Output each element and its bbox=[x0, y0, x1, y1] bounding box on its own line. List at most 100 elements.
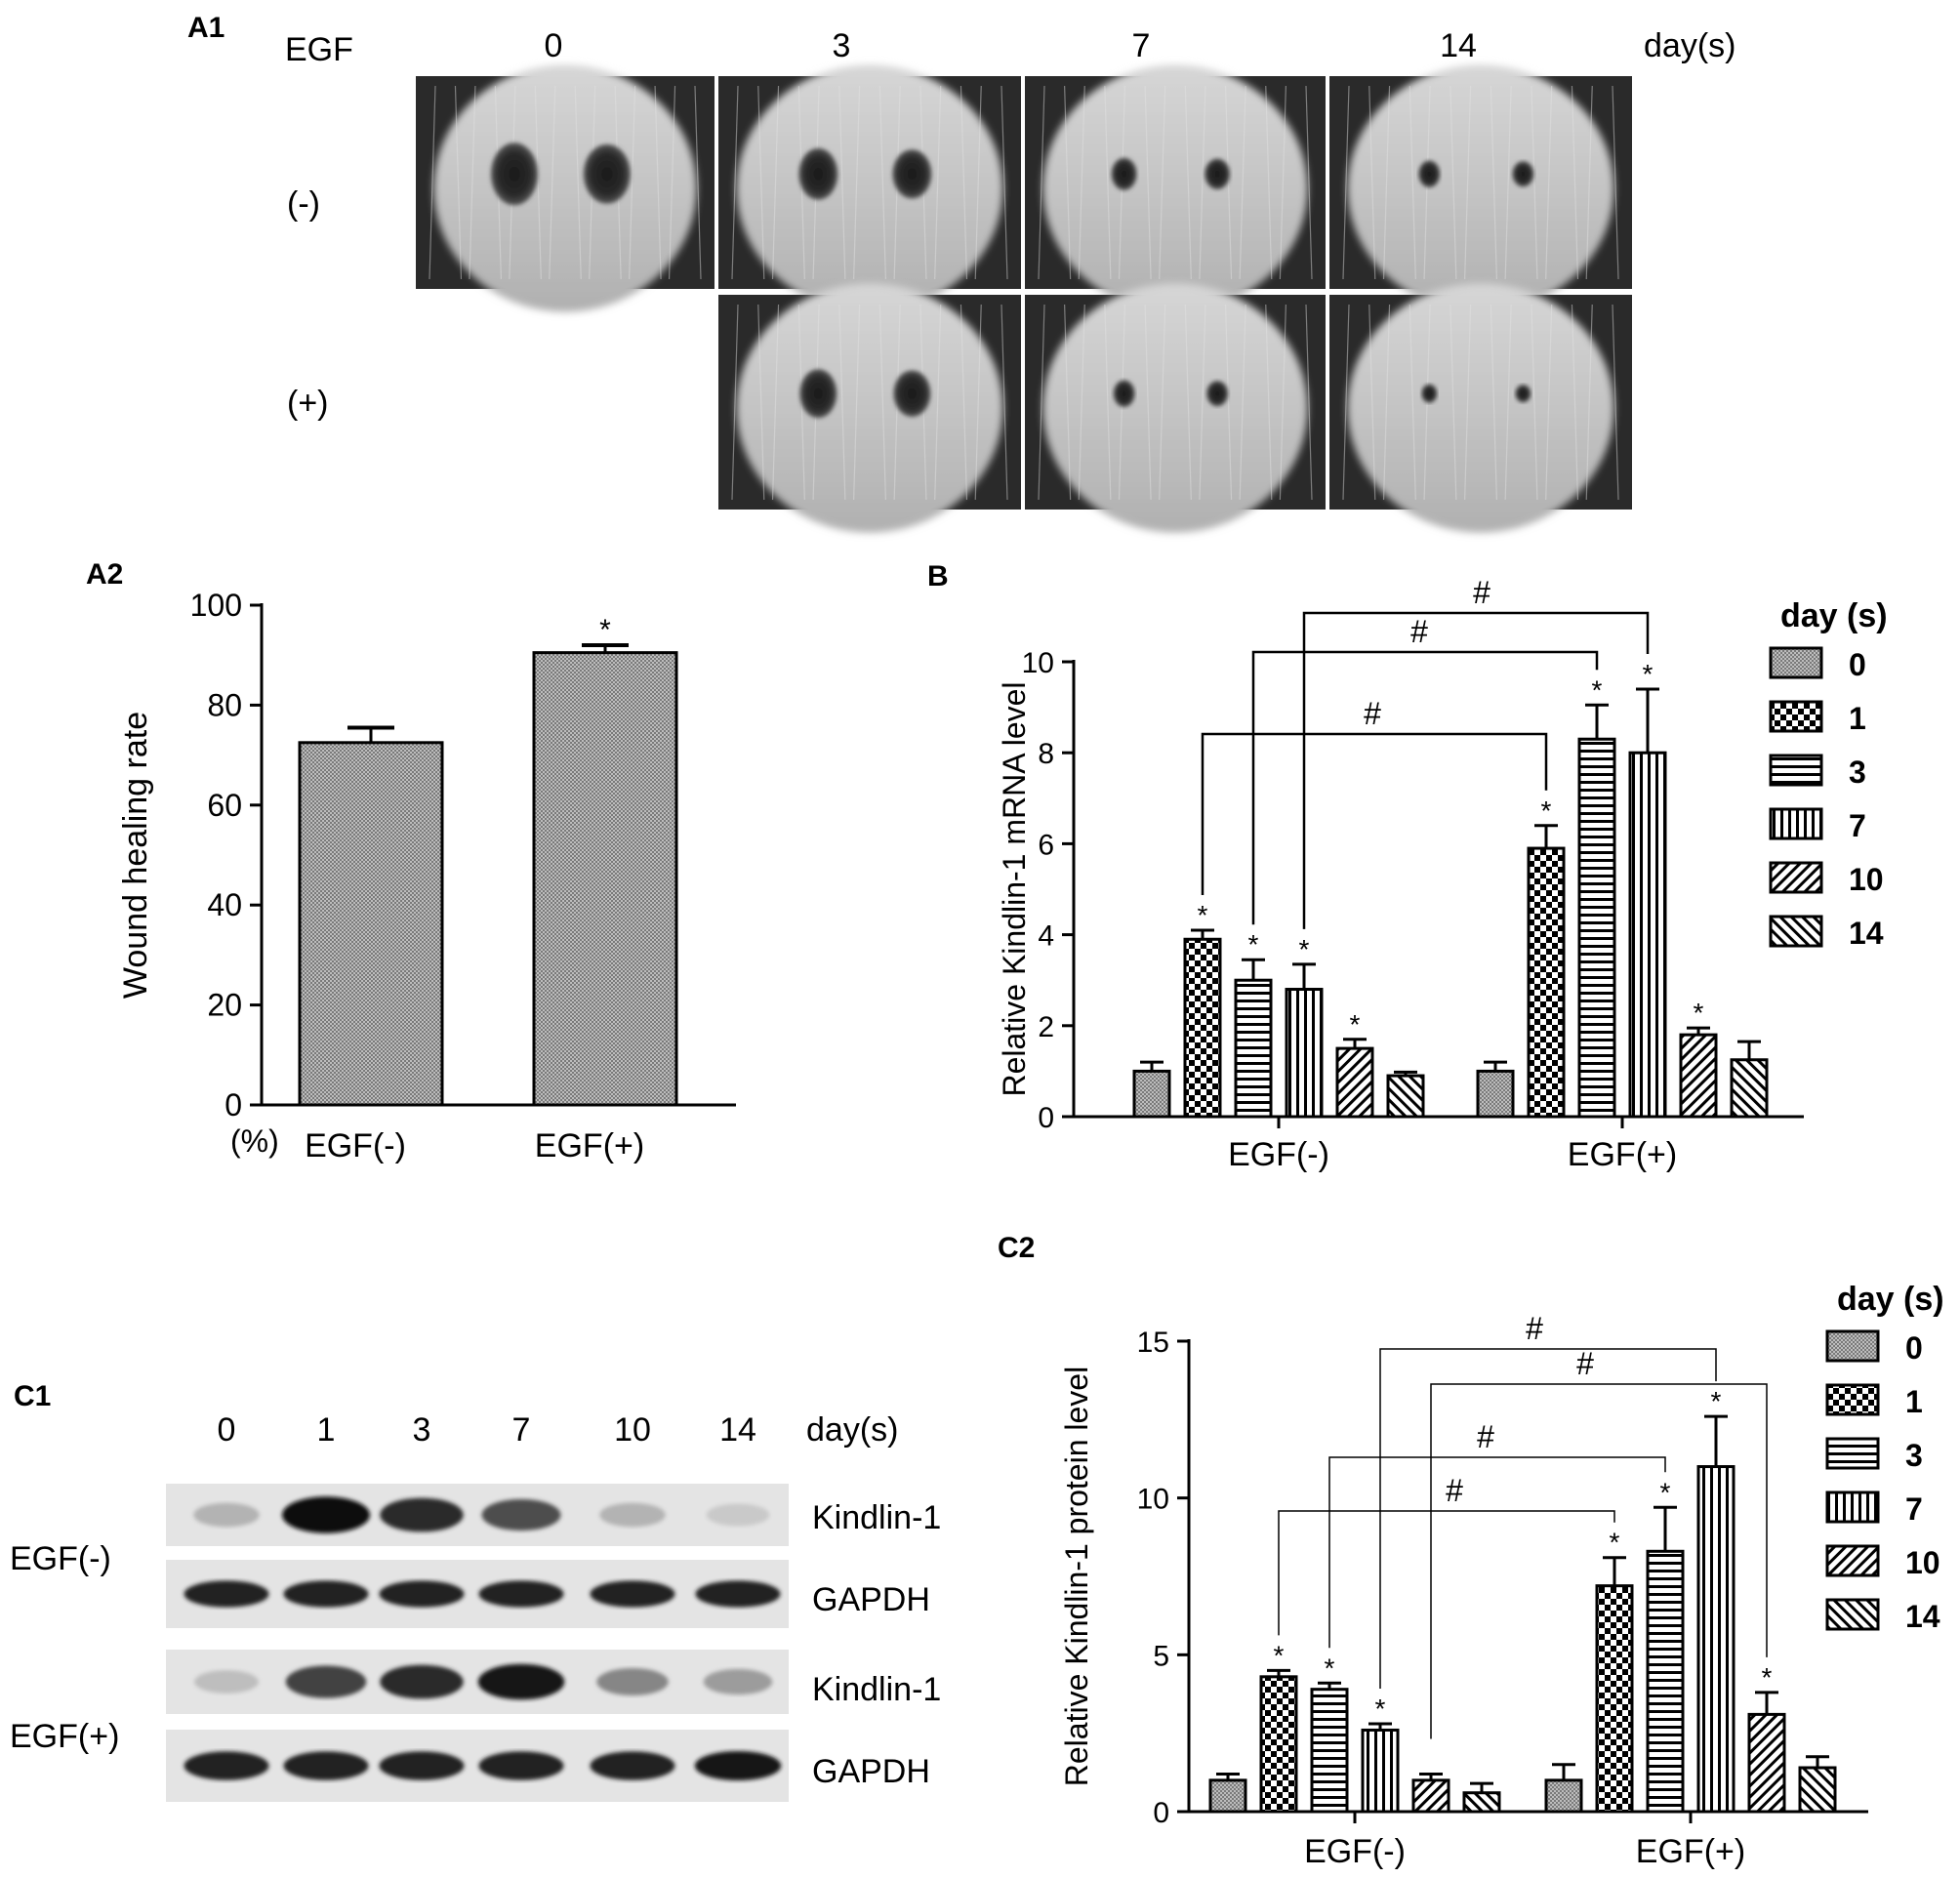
wound-photo bbox=[1025, 64, 1326, 312]
skin-area bbox=[1347, 64, 1614, 312]
y-axis-label: Wound healing rate bbox=[117, 712, 154, 999]
photo-row-label-plus: (+) bbox=[287, 385, 329, 422]
bar bbox=[1462, 1791, 1501, 1814]
wound-right bbox=[583, 143, 631, 204]
fur-streak bbox=[1184, 304, 1192, 501]
wound-photo bbox=[1025, 283, 1326, 533]
fur-streak bbox=[1279, 304, 1286, 501]
legend-label: 7 bbox=[1849, 808, 1866, 843]
bar bbox=[1577, 737, 1616, 1119]
fur-streak bbox=[668, 85, 676, 280]
fur-streak bbox=[1038, 304, 1045, 501]
fur-streak bbox=[654, 85, 662, 280]
blot-band bbox=[380, 1664, 464, 1699]
fur-streak bbox=[1038, 85, 1045, 280]
wound-photo bbox=[416, 64, 715, 312]
wound-right bbox=[1206, 381, 1229, 407]
comparison-bracket bbox=[1201, 732, 1548, 895]
y-tick-label: 10 bbox=[1137, 1484, 1169, 1516]
wound-right bbox=[1512, 161, 1534, 187]
comparison-label: # bbox=[1446, 1473, 1463, 1508]
comparison-label: # bbox=[1526, 1311, 1543, 1346]
bar bbox=[1595, 1584, 1634, 1814]
significance-mark: * bbox=[1350, 1009, 1361, 1040]
skin-area bbox=[736, 283, 1003, 533]
bar bbox=[1730, 1058, 1769, 1119]
significance-mark: * bbox=[1248, 929, 1259, 959]
blot-band bbox=[695, 1580, 781, 1608]
blot-band bbox=[379, 1751, 465, 1780]
bar bbox=[1679, 1033, 1718, 1119]
comparison-bracket bbox=[1328, 1456, 1666, 1649]
bar bbox=[1132, 1069, 1171, 1119]
wound-right bbox=[892, 149, 932, 199]
fur-streak bbox=[1305, 85, 1313, 280]
y-tick-label: 20 bbox=[207, 988, 242, 1023]
wound-photo-grid: EGF 0 3 7 14 day(s) (-) (+) bbox=[285, 27, 1735, 533]
fur-streak bbox=[974, 85, 982, 280]
wound-photo bbox=[1329, 64, 1632, 312]
panel-label-c2: C2 bbox=[998, 1232, 1035, 1264]
bar bbox=[1747, 1712, 1786, 1814]
y-tick-label: 0 bbox=[1038, 1102, 1054, 1134]
bar bbox=[1628, 751, 1667, 1119]
fur-streak bbox=[771, 85, 780, 280]
bar bbox=[1476, 1069, 1515, 1119]
blot-band bbox=[706, 1503, 770, 1527]
fur-streak bbox=[1199, 304, 1206, 501]
fur-streak bbox=[1342, 304, 1350, 501]
blot-band bbox=[184, 1580, 269, 1608]
fur-streak bbox=[1000, 304, 1008, 501]
significance-mark: * bbox=[1660, 1477, 1671, 1507]
bar bbox=[1285, 988, 1324, 1119]
wound-photo bbox=[718, 283, 1021, 533]
fur-streak bbox=[1490, 85, 1497, 280]
significance-mark: * bbox=[1592, 674, 1603, 705]
fur-streak bbox=[1078, 85, 1085, 280]
legend-swatch bbox=[1769, 915, 1823, 948]
fur-streak bbox=[694, 85, 702, 280]
y-axis-label: Relative Kindlin-1 mRNA level bbox=[997, 681, 1032, 1096]
legend-swatch bbox=[1769, 754, 1823, 787]
legend-swatch bbox=[1769, 700, 1823, 733]
blot-band bbox=[193, 1502, 260, 1528]
y-tick-label: 40 bbox=[207, 887, 242, 922]
fur-streak bbox=[534, 85, 542, 280]
fur-streak bbox=[1450, 85, 1457, 280]
fur-streak bbox=[1159, 85, 1166, 280]
fur-streak bbox=[960, 85, 968, 280]
x-category-label: EGF(+) bbox=[1636, 1833, 1745, 1870]
fur-streak bbox=[1224, 85, 1233, 280]
fur-streak bbox=[1504, 85, 1512, 280]
western-blot-c1: 0 1 3 7 10 14 day(s) EGF(-) EGF(+) Kindl… bbox=[10, 1411, 941, 1802]
fur-streak bbox=[1368, 304, 1376, 501]
wound-right bbox=[893, 370, 931, 417]
fur-streak bbox=[757, 85, 765, 280]
significance-mark: * bbox=[1694, 998, 1704, 1028]
wound-left bbox=[1418, 160, 1441, 188]
photo-day-label: 14 bbox=[1440, 27, 1477, 64]
fur-streak bbox=[1104, 304, 1112, 501]
fur-streak bbox=[1464, 304, 1472, 501]
bar bbox=[1798, 1766, 1837, 1814]
legend-title: day (s) bbox=[1837, 1281, 1944, 1318]
panel-label-c1: C1 bbox=[14, 1380, 51, 1412]
blot-band bbox=[477, 1663, 565, 1700]
blot-band bbox=[478, 1751, 564, 1780]
legend-label: 3 bbox=[1905, 1438, 1923, 1473]
bar bbox=[1646, 1549, 1685, 1814]
blot-band bbox=[184, 1751, 269, 1780]
fur-streak bbox=[1490, 304, 1497, 501]
significance-mark: * bbox=[1610, 1528, 1620, 1558]
legend-swatch bbox=[1825, 1329, 1880, 1363]
fur-streak bbox=[974, 304, 982, 501]
significance-mark: * bbox=[1274, 1640, 1285, 1670]
panel-label-a1: A1 bbox=[187, 12, 225, 44]
fur-streak bbox=[1612, 85, 1619, 280]
fur-streak bbox=[1144, 304, 1152, 501]
legend-label: 14 bbox=[1905, 1599, 1940, 1634]
fur-streak bbox=[1450, 304, 1457, 501]
comparison-bracket bbox=[1302, 611, 1650, 929]
legend-label: 10 bbox=[1849, 862, 1884, 897]
